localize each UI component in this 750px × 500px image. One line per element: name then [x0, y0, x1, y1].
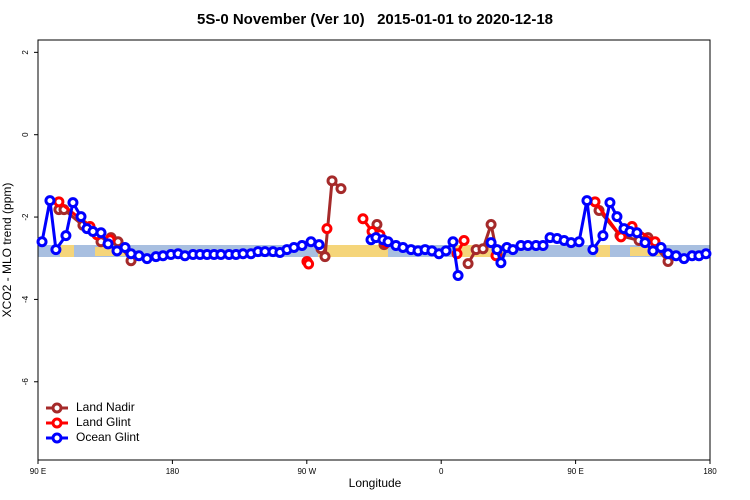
- point: [537, 239, 549, 251]
- point: [357, 213, 369, 225]
- point: [141, 253, 153, 265]
- point: [491, 244, 503, 256]
- point: [458, 235, 470, 247]
- point: [371, 218, 383, 230]
- x-tick-label: 0: [439, 467, 444, 476]
- legend-label: Land Glint: [76, 415, 131, 429]
- point: [462, 258, 474, 270]
- point: [597, 230, 609, 242]
- x-tick-label: 180: [166, 467, 180, 476]
- point: [440, 245, 452, 257]
- point: [321, 223, 333, 235]
- point: [700, 248, 712, 260]
- point: [581, 195, 593, 207]
- land-patch: [60, 245, 74, 257]
- point: [639, 237, 651, 249]
- point: [631, 227, 643, 239]
- legend-label: Land Nadir: [76, 400, 135, 414]
- x-tick-label: 180: [703, 467, 717, 476]
- point: [604, 197, 616, 209]
- point: [477, 243, 489, 255]
- point: [507, 244, 519, 256]
- point: [296, 239, 308, 251]
- legend-marker: [51, 432, 63, 444]
- land-patch: [596, 245, 610, 257]
- legend-marker: [51, 402, 63, 414]
- land-patch: [630, 247, 660, 256]
- y-tick-label: -4: [21, 295, 30, 303]
- y-axis-label: XCO2 - MLO trend (ppm): [0, 183, 14, 318]
- point: [485, 218, 497, 230]
- land-patch: [318, 245, 388, 257]
- point: [50, 244, 62, 256]
- point: [95, 227, 107, 239]
- y-tick-label: 2: [21, 50, 30, 55]
- point: [655, 242, 667, 254]
- y-tick-label: -6: [21, 378, 30, 386]
- point: [36, 236, 48, 248]
- point: [102, 238, 114, 250]
- y-tick-label: 0: [21, 132, 30, 137]
- x-tick-label: 90 E: [567, 467, 583, 476]
- point: [335, 183, 347, 195]
- point: [67, 197, 79, 209]
- legend-label: Ocean Glint: [76, 430, 140, 444]
- point: [75, 211, 87, 223]
- point: [447, 236, 459, 248]
- chart-title: 5S-0 November (Ver 10) 2015-01-01 to 202…: [197, 11, 553, 28]
- land-patch: [95, 247, 125, 256]
- legend-marker: [51, 417, 63, 429]
- x-axis-label: Longitude: [349, 476, 402, 490]
- x-tick-label: 90 W: [297, 467, 316, 476]
- y-tick-label: -2: [21, 213, 30, 221]
- point: [53, 196, 65, 208]
- point: [326, 175, 338, 187]
- point: [573, 236, 585, 248]
- point: [319, 251, 331, 263]
- point: [60, 230, 72, 242]
- point: [452, 270, 464, 282]
- point: [587, 244, 599, 256]
- point: [495, 257, 507, 269]
- x-tick-label: 90 E: [30, 467, 46, 476]
- point: [313, 239, 325, 251]
- point: [611, 211, 623, 223]
- point: [485, 237, 497, 249]
- point: [44, 195, 56, 207]
- point: [303, 258, 315, 270]
- point: [119, 242, 131, 254]
